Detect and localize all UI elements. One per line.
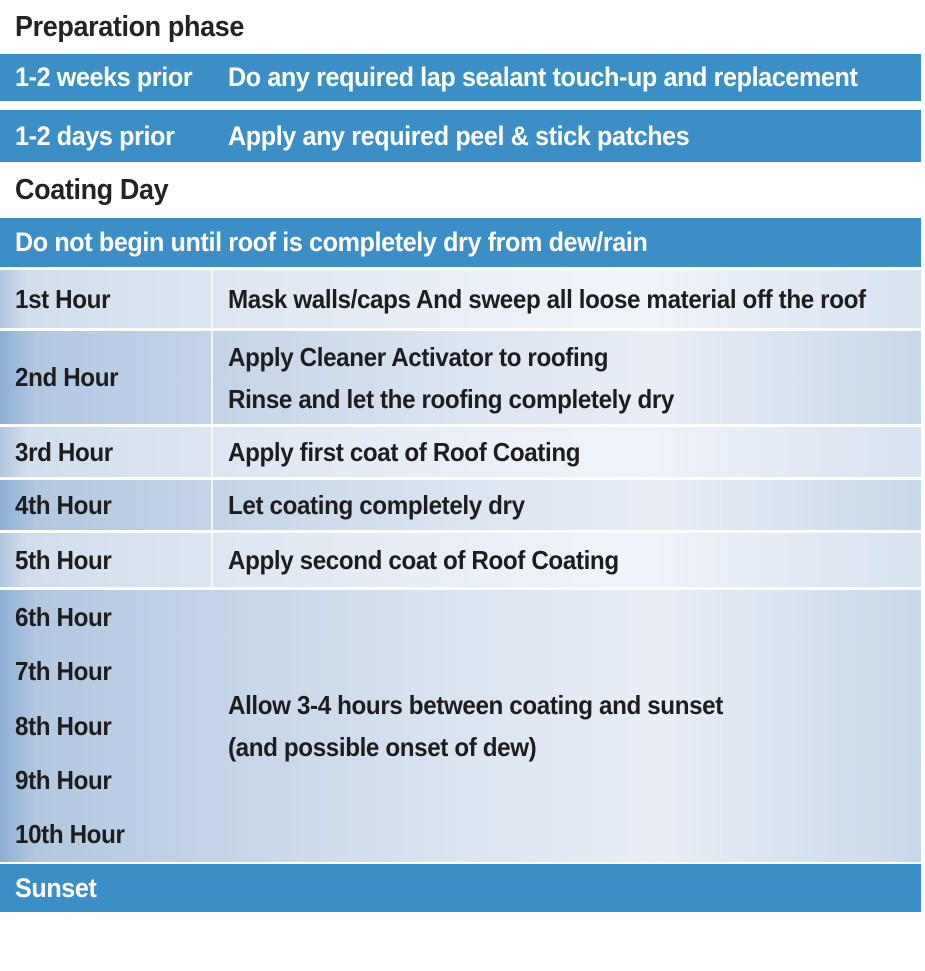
time-cell: 1-2 weeks prior <box>0 54 213 101</box>
table-row-days-prior: 1-2 days prior Apply any required peel &… <box>0 110 921 162</box>
coating-day-header: Coating Day <box>0 162 921 218</box>
task-cell: Apply Cleaner Activator to roofing Rinse… <box>213 331 921 424</box>
hour-rows: 1st Hour Mask walls/caps And sweep all l… <box>0 270 921 862</box>
task-label: Mask walls/caps And sweep all loose mate… <box>228 283 866 314</box>
task-cell: Let coating completely dry <box>213 480 921 530</box>
time-cell: 2nd Hour <box>0 331 213 424</box>
time-cell: 5th Hour <box>0 533 213 587</box>
time-cell: 1-2 days prior <box>0 110 213 162</box>
task-label: Apply second coat of Roof Coating <box>228 544 619 575</box>
time-cell: 3rd Hour <box>0 427 213 477</box>
hour-label: 7th Hour <box>15 656 112 687</box>
table-row-hour-2: 2nd Hour Apply Cleaner Activator to roof… <box>0 331 921 424</box>
hour-label: 8th Hour <box>15 710 112 741</box>
time-label: 1-2 days prior <box>15 120 175 151</box>
dry-roof-warning-banner: Do not begin until roof is completely dr… <box>0 218 921 267</box>
wait-note-line-1: Allow 3-4 hours between coating and suns… <box>228 690 723 720</box>
hour-slot-6: 6th Hour <box>0 590 213 644</box>
time-label: 1-2 weeks prior <box>15 62 193 92</box>
hour-label: 10th Hour <box>15 819 125 850</box>
task-cell: Do any required lap sealant touch-up and… <box>213 54 921 101</box>
task-label: Apply first coat of Roof Coating <box>228 436 581 467</box>
task-label: Apply any required peel & stick patches <box>228 120 690 151</box>
warning-label: Do not begin until roof is completely dr… <box>15 227 648 257</box>
table-row-hour-4: 4th Hour Let coating completely dry <box>0 480 921 530</box>
hour-label: 9th Hour <box>15 764 112 795</box>
task-cell: Mask walls/caps And sweep all loose mate… <box>213 270 921 328</box>
hour-label: 6th Hour <box>15 601 112 632</box>
task-line-2: Rinse and let the roofing completely dry <box>228 383 674 414</box>
table-row-hour-5: 5th Hour Apply second coat of Roof Coati… <box>0 533 921 587</box>
task-cell: Apply any required peel & stick patches <box>213 110 921 162</box>
time-cell: 4th Hour <box>0 480 213 530</box>
time-label: 2nd Hour <box>15 362 119 392</box>
time-label: 4th Hour <box>15 489 112 520</box>
task-label: Let coating completely dry <box>228 489 525 520</box>
task-cell: Apply second coat of Roof Coating <box>213 533 921 587</box>
preparation-phase-title: Preparation phase <box>15 10 244 43</box>
table-row-hour-3: 3rd Hour Apply first coat of Roof Coatin… <box>0 427 921 477</box>
task-line-1: Apply Cleaner Activator to roofing <box>228 341 609 372</box>
table-row-weeks-prior: 1-2 weeks prior Do any required lap seal… <box>0 54 921 101</box>
hours-list-cell: 6th Hour 7th Hour 8th Hour 9th Hour 10th… <box>0 590 213 862</box>
time-label: 5th Hour <box>15 544 112 575</box>
hour-slot-7: 7th Hour <box>0 644 213 698</box>
wait-note-line-2: (and possible onset of dew) <box>228 732 537 762</box>
roof-coating-schedule-table: Preparation phase 1-2 weeks prior Do any… <box>0 0 921 912</box>
sunset-label: Sunset <box>15 872 97 903</box>
table-row-hours-6-to-10: 6th Hour 7th Hour 8th Hour 9th Hour 10th… <box>0 590 921 862</box>
sunset-banner: Sunset <box>0 864 921 912</box>
time-cell: 1st Hour <box>0 270 213 328</box>
hour-slot-9: 9th Hour <box>0 753 213 807</box>
task-cell: Apply first coat of Roof Coating <box>213 427 921 477</box>
task-label: Do any required lap sealant touch-up and… <box>228 62 858 92</box>
hour-slot-10: 10th Hour <box>0 808 213 862</box>
hour-slot-8: 8th Hour <box>0 699 213 753</box>
coating-day-title: Coating Day <box>15 173 169 206</box>
preparation-phase-header: Preparation phase <box>0 0 921 54</box>
wait-note-cell: Allow 3-4 hours between coating and suns… <box>213 590 921 862</box>
table-row-hour-1: 1st Hour Mask walls/caps And sweep all l… <box>0 270 921 328</box>
time-label: 1st Hour <box>15 283 111 314</box>
time-label: 3rd Hour <box>15 436 113 467</box>
